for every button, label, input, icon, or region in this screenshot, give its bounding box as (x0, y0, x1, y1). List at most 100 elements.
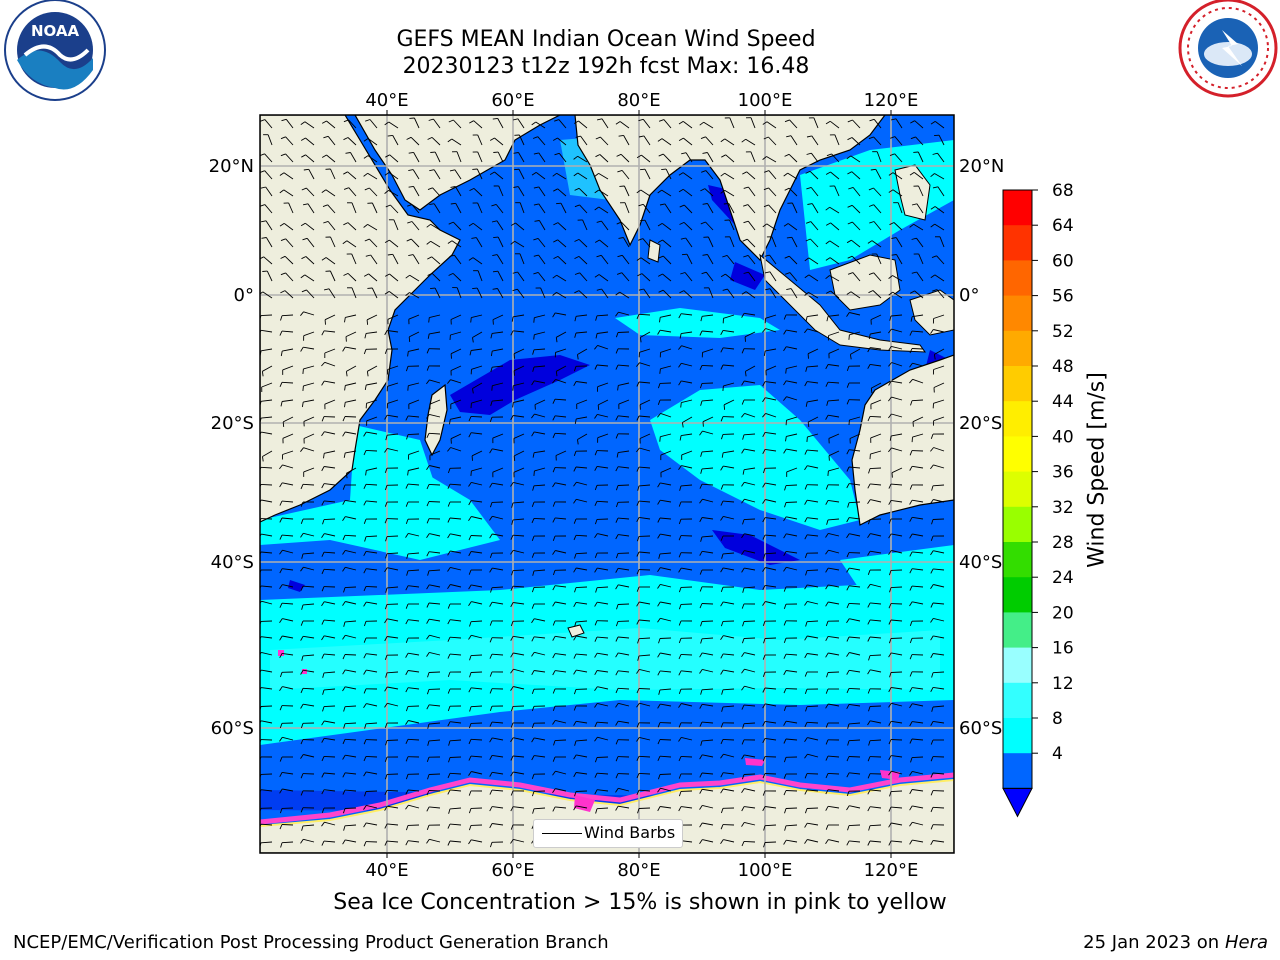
wind-barb-flag (385, 740, 388, 746)
wind-barb-shaft (892, 291, 903, 299)
wind-barb-shaft (932, 772, 945, 775)
wind-barb-shaft (302, 483, 315, 486)
wind-barb-flag (279, 618, 283, 623)
wind-barb-shaft (895, 118, 903, 129)
wind-barb-flag (427, 272, 433, 276)
wind-barb-shaft (765, 584, 777, 588)
wind-barb-flag (321, 154, 327, 158)
wind-barb-shaft (554, 739, 567, 742)
wind-barb-flag (657, 652, 661, 658)
wind-barb-shaft (788, 187, 798, 197)
wind-barb-shaft (535, 121, 546, 129)
wind-barb-shaft (260, 841, 273, 844)
wind-barb-shaft (765, 448, 777, 452)
wind-barb-flag (552, 770, 556, 776)
wind-barb-shaft (599, 154, 609, 163)
wind-barb-flag (280, 401, 283, 407)
wind-barb-shaft (261, 499, 273, 503)
wind-barb-flag (448, 221, 454, 225)
wind-barb-shaft (411, 221, 420, 231)
wind-barb-flag (888, 396, 892, 402)
wind-barb-flag (637, 638, 640, 644)
wind-barb-flag (260, 153, 265, 157)
wind-barb-flag (909, 330, 913, 336)
wind-barb-flag (867, 720, 871, 726)
colorbar-tick-label: 56 (1052, 287, 1074, 307)
wind-barb-shaft (492, 365, 504, 368)
wind-barb-flag (468, 551, 472, 557)
wind-barb-shaft (596, 721, 609, 724)
wind-barb-shaft (744, 331, 756, 338)
wind-barb-flag (279, 686, 283, 692)
wind-barb-shaft (808, 257, 819, 265)
wind-barb-shaft (512, 569, 525, 572)
wind-barb-flag (492, 270, 498, 273)
wind-barb-shaft (387, 314, 399, 320)
wind-barb-flag (616, 604, 619, 610)
wind-barb-shaft (932, 806, 945, 809)
wind-barb-flag (742, 723, 745, 729)
wind-barb-flag (867, 519, 871, 525)
wind-barb-flag (573, 602, 577, 608)
wind-barb-flag (700, 468, 703, 474)
wind-barb-flag (573, 120, 579, 124)
wind-barb-shaft (261, 348, 273, 352)
wind-barb-flag (785, 436, 787, 442)
wind-barb-shaft (848, 824, 861, 827)
wind-barb-shaft (454, 254, 462, 265)
wind-barb-shaft (597, 465, 609, 469)
wind-barb-shaft (519, 202, 525, 214)
wind-barb-shaft (284, 290, 294, 299)
wind-barb-shaft (788, 255, 798, 265)
wind-barb-flag (552, 550, 556, 555)
wind-barb-flag (889, 222, 895, 226)
wind-barb-shaft (455, 186, 462, 197)
wind-barb-shaft (578, 187, 588, 197)
wind-barb-shaft (912, 465, 924, 469)
wind-barb-flag (513, 186, 519, 188)
wind-barb-flag (363, 841, 367, 847)
wind-barb-shaft (345, 399, 357, 403)
wind-barb-shaft (848, 602, 861, 605)
wind-barb-flag (825, 206, 830, 211)
wind-barb-shaft (518, 168, 525, 180)
wind-barb-shaft (325, 257, 336, 265)
wind-barb-shaft (870, 433, 882, 439)
wind-barb-shaft (408, 399, 420, 405)
wind-barb-shaft (665, 168, 672, 180)
wind-barb-flag (321, 189, 327, 193)
wind-barb-shaft (533, 348, 546, 351)
wind-barb-shaft (344, 416, 357, 418)
wind-barb-flag (512, 288, 518, 292)
wind-barb-shaft (724, 172, 735, 180)
wind-barb-shaft (911, 330, 924, 333)
wind-barb-flag (363, 500, 367, 506)
wind-barb-flag (260, 170, 265, 173)
wind-barb-shaft (638, 755, 651, 758)
wind-barb-flag (932, 152, 938, 155)
wind-barb-flag (342, 808, 346, 814)
wind-barb-shaft (827, 381, 840, 384)
wind-barb-shaft (849, 312, 861, 316)
wind-barb-flag (762, 413, 766, 418)
wind-barb-flag (384, 655, 388, 661)
wind-barb-shaft (323, 568, 336, 571)
wind-barb-shaft (807, 839, 819, 843)
wind-barb-flag (741, 498, 745, 504)
wind-barb-flag (343, 222, 349, 226)
wind-barb-flag (870, 168, 876, 171)
wind-barb-shaft (848, 501, 861, 504)
wind-barb-shaft (471, 551, 483, 554)
wind-barb-flag (847, 255, 853, 259)
wind-barb-flag (826, 153, 832, 157)
wind-barb-shaft (830, 171, 840, 180)
wind-barb-flag (636, 257, 642, 261)
wind-barb-flag (658, 289, 664, 293)
wind-barb-flag (847, 825, 850, 831)
wind-barb-shaft (344, 789, 357, 792)
wind-barb-shaft (701, 620, 714, 622)
wind-barb-flag (321, 431, 325, 437)
wind-barb-flag (700, 451, 703, 457)
wind-barb-flag (785, 368, 787, 374)
wind-barb-flag (805, 170, 811, 174)
